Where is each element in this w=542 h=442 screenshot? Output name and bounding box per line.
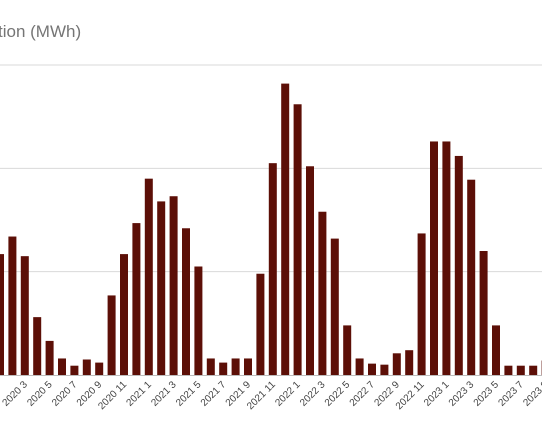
- bar: [306, 166, 314, 375]
- bar: [516, 365, 525, 375]
- bar: [82, 359, 91, 375]
- x-tick-label: 2023 7: [497, 379, 527, 409]
- bar: [58, 358, 66, 375]
- bar: [355, 358, 364, 375]
- bar: [95, 362, 104, 375]
- bar: [293, 104, 302, 376]
- bar: [529, 365, 538, 375]
- chart-title: tion (MWh): [0, 22, 82, 41]
- bar: [467, 179, 476, 375]
- x-tick-label: 2020 5: [25, 379, 55, 409]
- bar: [194, 266, 203, 375]
- x-tick-label: 2020 7: [50, 379, 80, 409]
- bar: [45, 340, 54, 375]
- bar: [343, 325, 352, 375]
- bar: [244, 358, 252, 375]
- bar: [169, 196, 178, 375]
- bar: [206, 358, 215, 375]
- bar: [219, 362, 228, 375]
- bar: [330, 238, 339, 375]
- bar: [33, 317, 42, 375]
- x-tick-label: 2023 1: [422, 379, 452, 409]
- x-tick-label: 2022 5: [323, 379, 353, 409]
- bar: [144, 178, 153, 375]
- x-tick-label: 2021 3: [149, 379, 179, 409]
- x-tick-label: 2023 9: [521, 379, 542, 409]
- x-tick-label: 2021 1: [125, 379, 155, 409]
- bar: [182, 228, 190, 375]
- bar: [107, 295, 116, 375]
- bar: [380, 364, 389, 375]
- bar: [70, 365, 79, 375]
- bar: [492, 325, 500, 375]
- bar: [504, 365, 513, 375]
- x-tick-label: 2022 11: [394, 379, 427, 412]
- x-tick-label: 2022 7: [348, 379, 378, 409]
- bar: [392, 353, 401, 375]
- bar: [20, 256, 29, 375]
- bar: [8, 236, 17, 375]
- x-tick-label: 2020 11: [96, 379, 129, 412]
- x-tick-label: 2023 3: [447, 379, 477, 409]
- bar: [281, 83, 290, 375]
- bar: [157, 201, 166, 375]
- bar: [442, 141, 451, 375]
- bar: [479, 251, 488, 375]
- x-tick-label: 2021 5: [174, 379, 204, 409]
- bar: [454, 155, 463, 375]
- bar: [430, 141, 438, 375]
- bar: [268, 163, 277, 375]
- bar: [0, 254, 4, 375]
- bar: [405, 350, 414, 375]
- bars: [0, 83, 542, 376]
- x-tick-label: 2023 5: [472, 379, 502, 409]
- x-tick-label: 2021 7: [199, 379, 229, 409]
- bar: [132, 223, 141, 375]
- x-tick-label: 2020 3: [1, 379, 31, 409]
- bar: [368, 363, 376, 375]
- x-tick-label: 2021 11: [245, 379, 278, 412]
- bar: [120, 254, 128, 375]
- bar: [318, 211, 327, 375]
- bar: [231, 358, 240, 375]
- bar: [256, 273, 265, 375]
- x-tick-label: 2022 3: [298, 379, 328, 409]
- x-tick-label: 2022 1: [273, 379, 303, 409]
- bar: [417, 233, 426, 375]
